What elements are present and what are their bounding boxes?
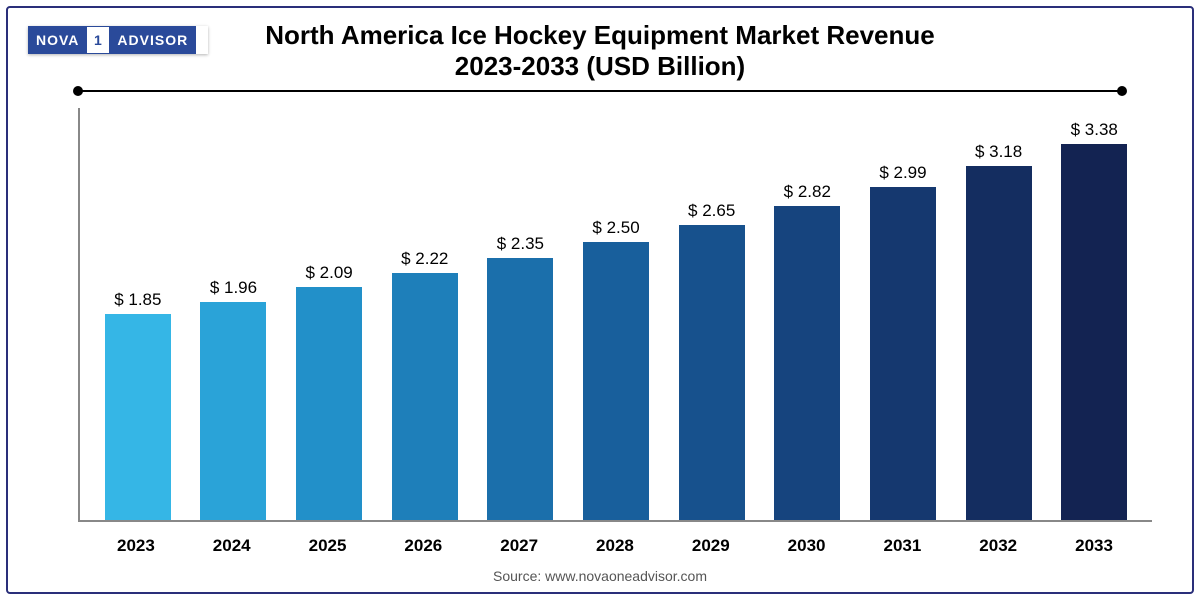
bar-value-label: $ 1.85 [114, 290, 161, 310]
title-underline [78, 90, 1122, 92]
chart-title-line2: 2023-2033 (USD Billion) [8, 51, 1192, 82]
bar-value-label: $ 2.22 [401, 249, 448, 269]
bar [392, 273, 458, 520]
x-axis-label: 2026 [375, 536, 471, 556]
bar-value-label: $ 2.09 [305, 263, 352, 283]
bar-value-label: $ 2.99 [879, 163, 926, 183]
x-axis-label: 2023 [88, 536, 184, 556]
bar-wrap: $ 2.99 [855, 108, 951, 520]
plot-area: $ 1.85 $ 1.96 $ 2.09 $ 2.22 $ 2.35 $ 2.50 $ 2.… [78, 108, 1152, 522]
x-axis-label: 2031 [855, 536, 951, 556]
chart-title-line1: North America Ice Hockey Equipment Marke… [8, 20, 1192, 51]
bar-value-label: $ 2.82 [784, 182, 831, 202]
bar-wrap: $ 2.09 [281, 108, 377, 520]
x-axis-label: 2030 [759, 536, 855, 556]
bar-wrap: $ 2.65 [664, 108, 760, 520]
bar [105, 314, 171, 520]
bar-value-label: $ 3.38 [1071, 120, 1118, 140]
bar-wrap: $ 3.38 [1046, 108, 1142, 520]
bar [296, 287, 362, 520]
bar-value-label: $ 2.65 [688, 201, 735, 221]
bar [583, 242, 649, 520]
x-axis-label: 2029 [663, 536, 759, 556]
bar-wrap: $ 2.22 [377, 108, 473, 520]
bar-wrap: $ 2.35 [473, 108, 569, 520]
bar-value-label: $ 3.18 [975, 142, 1022, 162]
bar [200, 302, 266, 520]
bar-wrap: $ 3.18 [951, 108, 1047, 520]
bar [870, 187, 936, 520]
bar [1061, 144, 1127, 520]
x-axis-label: 2028 [567, 536, 663, 556]
bar [679, 225, 745, 520]
bar-wrap: $ 2.82 [759, 108, 855, 520]
chart-frame: NOVA 1 ADVISOR North America Ice Hockey … [6, 6, 1194, 594]
source-caption: Source: www.novaoneadvisor.com [8, 568, 1192, 584]
x-axis-label: 2027 [471, 536, 567, 556]
bar-wrap: $ 1.85 [90, 108, 186, 520]
bar-wrap: $ 2.50 [568, 108, 664, 520]
bar [966, 166, 1032, 520]
x-axis-label: 2032 [950, 536, 1046, 556]
bar-value-label: $ 1.96 [210, 278, 257, 298]
chart-title: North America Ice Hockey Equipment Marke… [8, 20, 1192, 82]
bar [774, 206, 840, 520]
x-axis-label: 2033 [1046, 536, 1142, 556]
x-axis-labels: 2023202420252026202720282029203020312032… [78, 536, 1152, 556]
bar-wrap: $ 1.96 [186, 108, 282, 520]
x-axis-label: 2024 [184, 536, 280, 556]
bars-container: $ 1.85 $ 1.96 $ 2.09 $ 2.22 $ 2.35 $ 2.50 $ 2.… [80, 108, 1152, 520]
bar [487, 258, 553, 520]
x-axis-label: 2025 [280, 536, 376, 556]
bar-value-label: $ 2.50 [592, 218, 639, 238]
bar-value-label: $ 2.35 [497, 234, 544, 254]
